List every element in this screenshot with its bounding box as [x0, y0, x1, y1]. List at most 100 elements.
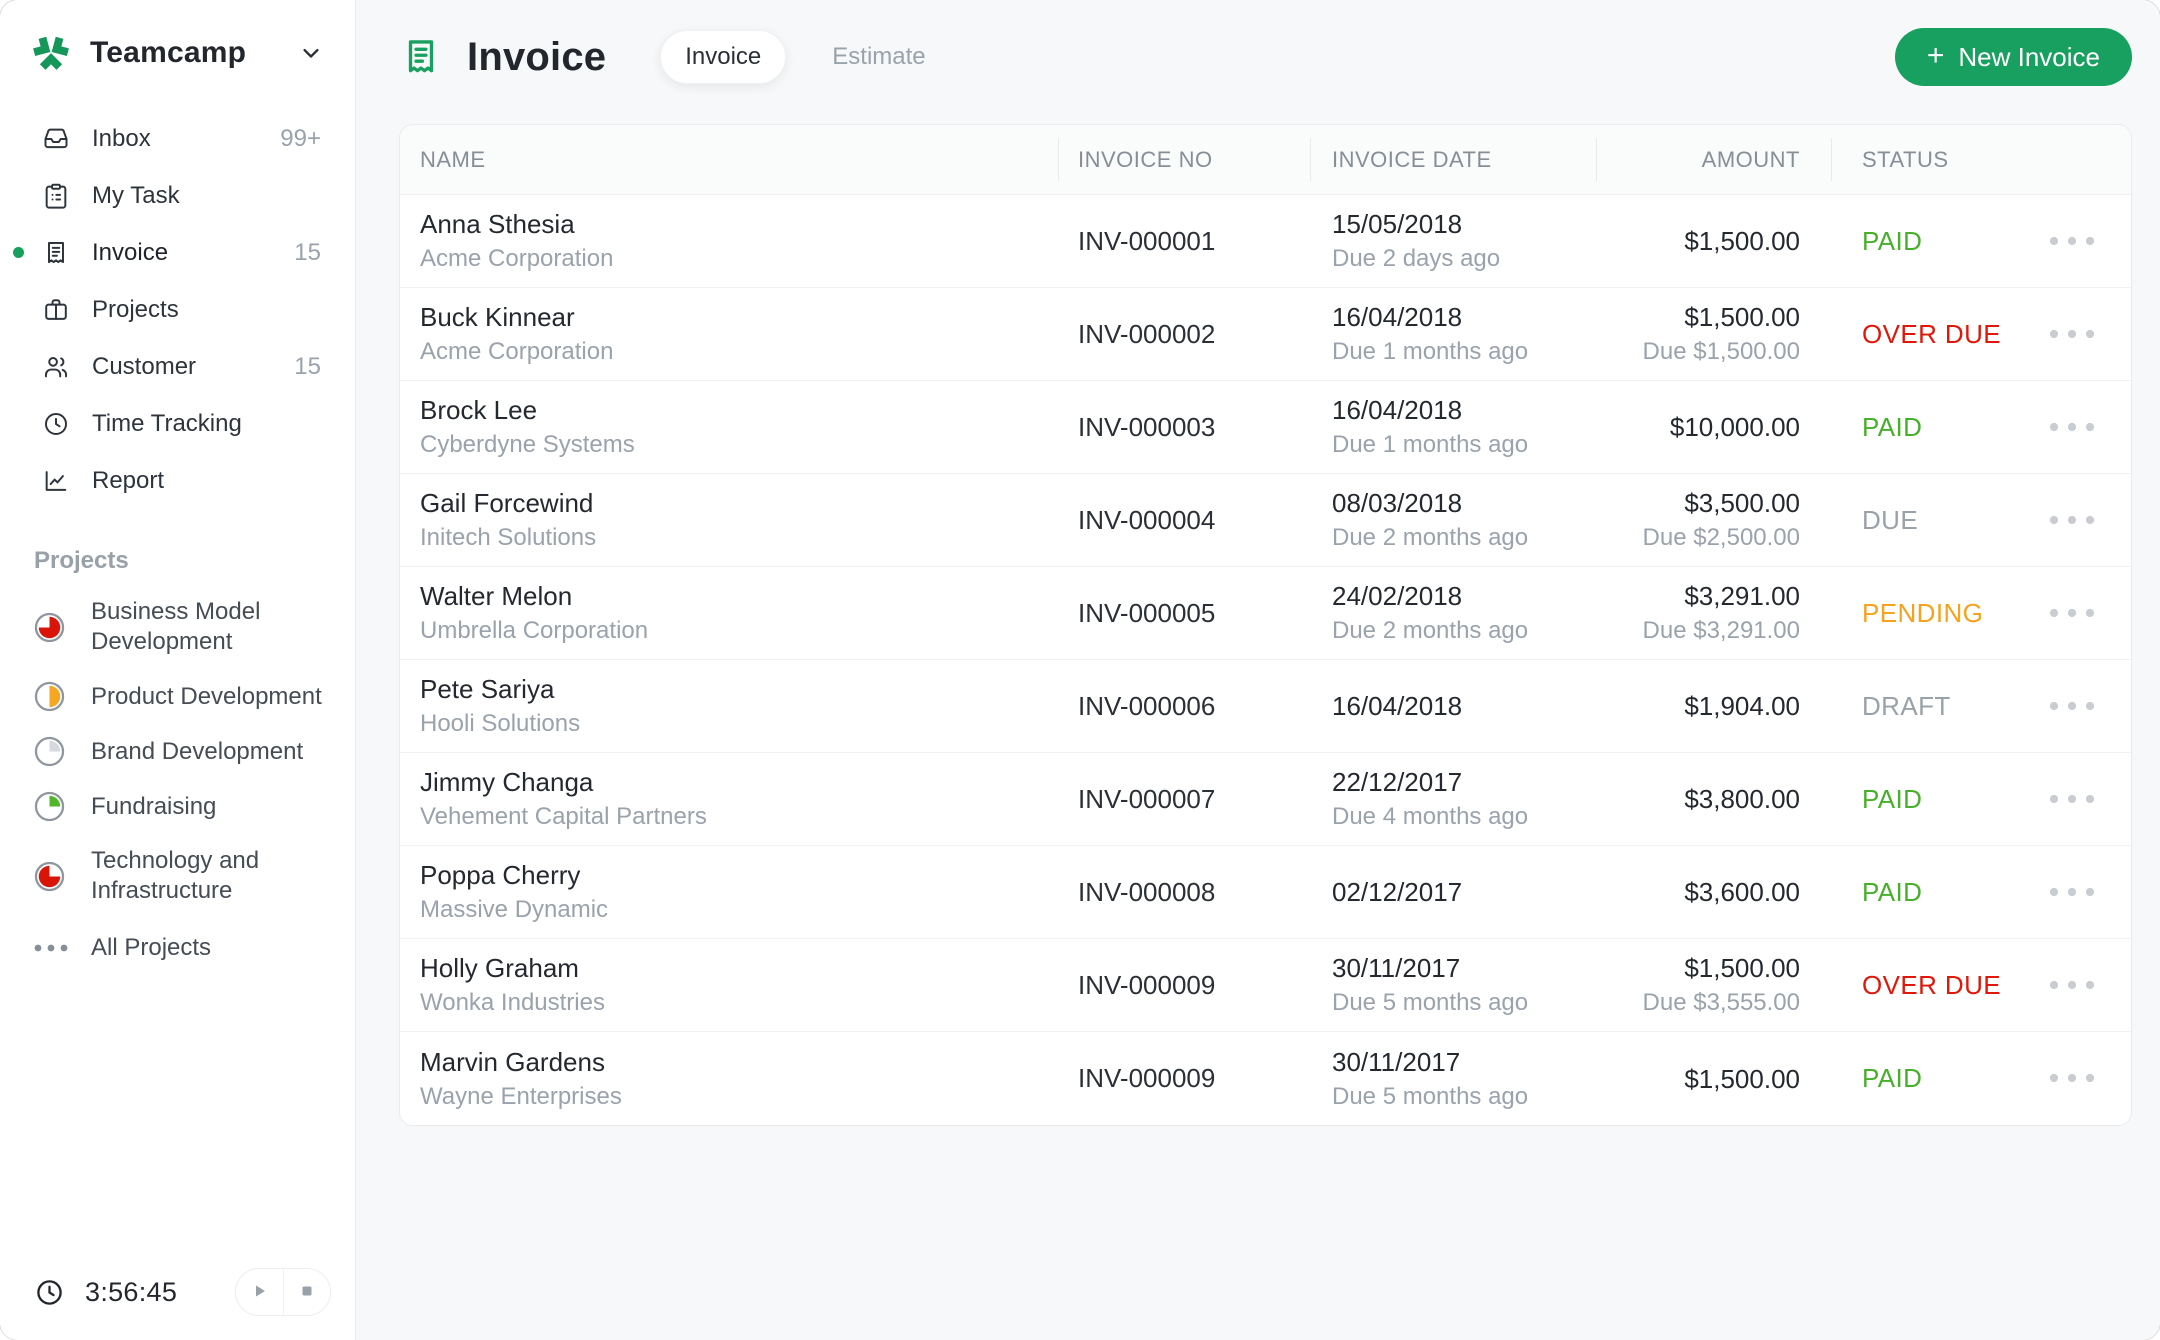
- row-menu-button[interactable]: [2049, 321, 2095, 348]
- chart-icon: [42, 467, 70, 495]
- due-ago: Due 2 days ago: [1332, 245, 1501, 272]
- amount: $1,500.00: [1684, 302, 1800, 332]
- sidebar-item-my-task[interactable]: My Task: [0, 167, 355, 224]
- invoice-number: INV-000006: [1078, 690, 1216, 721]
- timer-controls: [235, 1268, 331, 1316]
- table-row[interactable]: Poppa Cherry Massive Dynamic INV-000008 02/…: [400, 846, 2131, 939]
- row-menu-button[interactable]: [2049, 600, 2095, 627]
- main-content: Invoice Invoice Estimate + New Invoice NA…: [357, 0, 2160, 1340]
- table-row[interactable]: Anna Sthesia Acme Corporation INV-000001 15…: [400, 195, 2131, 288]
- workspace-switcher[interactable]: Teamcamp: [0, 0, 355, 76]
- sidebar-project-technology-and-infrastructure[interactable]: Technology and Infrastructure: [0, 834, 355, 918]
- projects-section-header: Projects: [34, 547, 129, 574]
- due-ago: Due 4 months ago: [1332, 803, 1529, 830]
- amount: $3,500.00: [1684, 488, 1800, 518]
- sidebar-nav: Inbox 99+ My Task Invoice 15 Projects Customer…: [0, 110, 355, 509]
- invoice-number: INV-000003: [1078, 411, 1216, 442]
- company-name: Wayne Enterprises: [420, 1082, 622, 1110]
- sidebar-project-product-development[interactable]: Product Development: [0, 669, 355, 724]
- row-menu-button[interactable]: [2049, 786, 2095, 813]
- table-row[interactable]: Gail Forcewind Initech Solutions INV-00000…: [400, 474, 2131, 567]
- company-name: Acme Corporation: [420, 245, 614, 272]
- row-menu-button[interactable]: [2049, 507, 2095, 534]
- company-name: Umbrella Corporation: [420, 617, 649, 644]
- due-ago: Due 2 months ago: [1332, 524, 1529, 551]
- sidebar-item-customer[interactable]: Customer 15: [0, 338, 355, 395]
- table-row[interactable]: Buck Kinnear Acme Corporation INV-000002 16…: [400, 288, 2131, 381]
- due-amount: Due $2,500.00: [1642, 524, 1800, 551]
- status-badge: PENDING: [1862, 597, 1984, 628]
- project-progress-pie-icon: [34, 681, 65, 712]
- ellipsis-icon: [2049, 978, 2095, 993]
- company-name: Hooli Solutions: [420, 710, 581, 737]
- due-ago: Due 5 months ago: [1332, 1082, 1529, 1110]
- table-row[interactable]: Jimmy Changa Vehement Capital Partners INV…: [400, 753, 2131, 846]
- customer-name: Anna Sthesia: [420, 209, 575, 239]
- ellipsis-icon: [34, 944, 68, 952]
- amount: $1,500.00: [1684, 226, 1800, 256]
- new-invoice-label: New Invoice: [1958, 41, 2100, 72]
- ellipsis-icon: [2049, 234, 2095, 249]
- stop-button[interactable]: [284, 1269, 331, 1315]
- status-badge: PAID: [1862, 783, 1923, 814]
- row-menu-button[interactable]: [2049, 414, 2095, 441]
- customer-name: Walter Melon: [420, 581, 573, 611]
- row-menu-button[interactable]: [2049, 972, 2095, 999]
- new-invoice-button[interactable]: + New Invoice: [1894, 28, 2132, 86]
- sidebar-item-time-tracking[interactable]: Time Tracking: [0, 395, 355, 452]
- timer-value: 3:56:45: [85, 1276, 178, 1307]
- amount: $10,000.00: [1669, 412, 1800, 442]
- amount: $3,800.00: [1684, 784, 1800, 814]
- status-badge: PAID: [1862, 225, 1923, 256]
- sidebar-item-report[interactable]: Report: [0, 452, 355, 509]
- invoice-number: INV-000009: [1078, 1063, 1216, 1093]
- sidebar-item-inbox[interactable]: Inbox 99+: [0, 110, 355, 167]
- table-row[interactable]: Marvin Gardens Wayne Enterprises INV-00000…: [400, 1032, 2131, 1125]
- due-ago: Due 5 months ago: [1332, 989, 1529, 1016]
- customer-name: Holly Graham: [420, 953, 579, 983]
- project-progress-pie-icon: [34, 791, 65, 822]
- table-row[interactable]: Brock Lee Cyberdyne Systems INV-000003 16/0…: [400, 381, 2131, 474]
- clock-icon: [34, 1277, 65, 1308]
- invoice-date: 16/04/2018: [1332, 395, 1463, 425]
- table-row[interactable]: Holly Graham Wonka Industries INV-000009 30…: [400, 939, 2131, 1032]
- project-label: Technology and Infrastructure: [91, 847, 260, 904]
- status-badge: OVER DUE: [1862, 318, 2002, 349]
- sidebar-project-brand-development[interactable]: Brand Development: [0, 724, 355, 779]
- due-amount: Due $3,291.00: [1642, 617, 1800, 644]
- status-badge: DRAFT: [1862, 690, 1951, 721]
- workspace-name: Teamcamp: [90, 36, 247, 69]
- sidebar-item-projects[interactable]: Projects: [0, 281, 355, 338]
- row-menu-button[interactable]: [2049, 693, 2095, 720]
- table-body: Anna Sthesia Acme Corporation INV-000001 15…: [400, 195, 2131, 1125]
- sidebar-project-fundraising[interactable]: Fundraising: [0, 779, 355, 834]
- customer-name: Jimmy Changa: [420, 767, 594, 797]
- users-icon: [42, 353, 70, 381]
- status-badge: PAID: [1862, 411, 1923, 442]
- amount: $1,904.00: [1684, 691, 1800, 721]
- sidebar-project-business-model-development[interactable]: Business Model Development: [0, 585, 355, 669]
- due-amount: Due $1,500.00: [1642, 338, 1800, 365]
- tab-estimate[interactable]: Estimate: [808, 30, 949, 84]
- invoice-icon: [42, 239, 70, 267]
- play-button[interactable]: [236, 1269, 284, 1315]
- amount: $1,500.00: [1684, 953, 1800, 983]
- tab-invoice[interactable]: Invoice: [660, 30, 787, 84]
- row-menu-button[interactable]: [2049, 879, 2095, 906]
- row-menu-button[interactable]: [2049, 228, 2095, 255]
- invoice-date: 24/02/2018: [1332, 581, 1463, 611]
- invoice-date: 15/05/2018: [1332, 209, 1463, 239]
- sidebar-item-invoice[interactable]: Invoice 15: [0, 224, 355, 281]
- ellipsis-icon: [2049, 699, 2095, 714]
- due-ago: Due 1 months ago: [1332, 338, 1529, 365]
- invoice-number: INV-000005: [1078, 597, 1216, 628]
- company-name: Acme Corporation: [420, 338, 614, 365]
- due-ago: Due 2 months ago: [1332, 617, 1529, 644]
- row-menu-button[interactable]: [2049, 1065, 2095, 1092]
- ellipsis-icon: [2049, 513, 2095, 528]
- sidebar-item-all-projects[interactable]: All Projects: [0, 918, 355, 978]
- table-row[interactable]: Walter Melon Umbrella Corporation INV-0000…: [400, 567, 2131, 660]
- table-row[interactable]: Pete Sariya Hooli Solutions INV-000006 16/0…: [400, 660, 2131, 753]
- page-header: Invoice Invoice Estimate + New Invoice: [357, 0, 2160, 86]
- ellipsis-icon: [2049, 606, 2095, 621]
